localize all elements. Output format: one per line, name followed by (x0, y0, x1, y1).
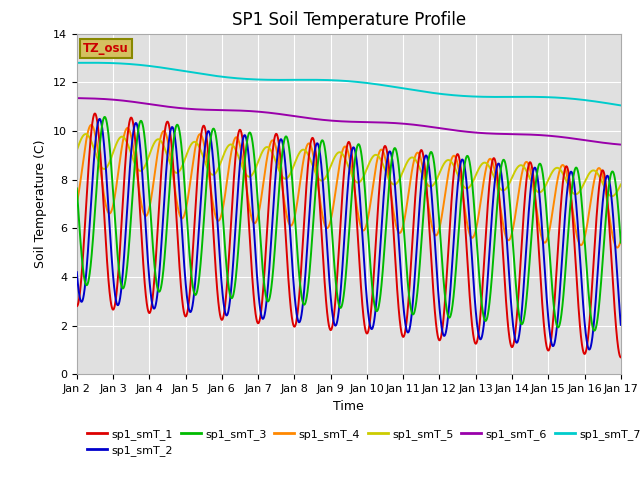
sp1_smT_6 (172, 105, 179, 110)
Line: sp1_smT_3: sp1_smT_3 (77, 117, 621, 331)
sp1_smT_6 (281, 112, 289, 118)
sp1_smT_7 (617, 103, 625, 108)
Y-axis label: Soil Temperature (C): Soil Temperature (C) (35, 140, 47, 268)
sp1_smT_3 (73, 186, 81, 192)
sp1_smT_4 (281, 202, 289, 207)
sp1_smT_1 (91, 111, 99, 117)
sp1_smT_5 (82, 131, 90, 137)
sp1_smT_5 (427, 183, 435, 189)
Line: sp1_smT_1: sp1_smT_1 (77, 114, 621, 357)
sp1_smT_2 (520, 276, 528, 282)
sp1_smT_5 (520, 164, 528, 170)
sp1_smT_2 (281, 156, 289, 161)
sp1_smT_4 (520, 162, 528, 168)
sp1_smT_6 (617, 142, 625, 147)
sp1_smT_3 (520, 315, 528, 321)
sp1_smT_5 (73, 147, 81, 153)
sp1_smT_7 (427, 90, 435, 96)
sp1_smT_5 (399, 168, 407, 174)
sp1_smT_4 (617, 238, 625, 243)
sp1_smT_4 (172, 192, 180, 198)
sp1_smT_3 (281, 135, 289, 141)
sp1_smT_1 (73, 303, 81, 309)
Line: sp1_smT_5: sp1_smT_5 (77, 134, 621, 196)
sp1_smT_7 (399, 85, 407, 91)
sp1_smT_2 (96, 116, 104, 122)
sp1_smT_1 (399, 334, 407, 340)
Line: sp1_smT_7: sp1_smT_7 (77, 63, 621, 106)
sp1_smT_3 (479, 309, 486, 315)
sp1_smT_6 (520, 132, 528, 137)
sp1_smT_2 (399, 300, 407, 306)
sp1_smT_2 (73, 269, 81, 275)
sp1_smT_3 (617, 240, 625, 245)
sp1_smT_2 (172, 141, 180, 147)
sp1_smT_2 (479, 329, 486, 335)
sp1_smT_6 (427, 124, 435, 130)
sp1_smT_3 (591, 328, 598, 334)
sp1_smT_4 (399, 223, 407, 228)
sp1_smT_3 (427, 149, 435, 155)
sp1_smT_4 (479, 184, 486, 190)
sp1_smT_3 (172, 125, 180, 131)
sp1_smT_5 (617, 181, 625, 187)
sp1_smT_3 (399, 217, 407, 223)
Line: sp1_smT_4: sp1_smT_4 (77, 125, 621, 248)
sp1_smT_3 (101, 114, 109, 120)
sp1_smT_1 (617, 354, 625, 360)
sp1_smT_7 (479, 94, 486, 100)
sp1_smT_1 (520, 204, 528, 210)
sp1_smT_1 (281, 218, 289, 224)
sp1_smT_5 (172, 170, 180, 176)
sp1_smT_2 (427, 180, 435, 186)
sp1_smT_6 (399, 121, 407, 127)
sp1_smT_7 (86, 60, 94, 66)
Line: sp1_smT_2: sp1_smT_2 (77, 119, 621, 349)
sp1_smT_7 (520, 94, 528, 100)
sp1_smT_2 (617, 322, 625, 328)
sp1_smT_7 (281, 77, 289, 83)
sp1_smT_4 (427, 217, 435, 223)
sp1_smT_7 (73, 60, 81, 66)
sp1_smT_6 (479, 130, 486, 136)
Text: TZ_osu: TZ_osu (83, 42, 129, 55)
Line: sp1_smT_6: sp1_smT_6 (77, 98, 621, 144)
sp1_smT_1 (427, 247, 435, 253)
sp1_smT_4 (73, 200, 81, 206)
sp1_smT_6 (73, 95, 81, 101)
Title: SP1 Soil Temperature Profile: SP1 Soil Temperature Profile (232, 11, 466, 29)
sp1_smT_1 (479, 279, 486, 285)
sp1_smT_4 (613, 245, 621, 251)
sp1_smT_4 (88, 122, 95, 128)
sp1_smT_5 (479, 160, 486, 166)
sp1_smT_5 (608, 193, 616, 199)
sp1_smT_7 (172, 67, 180, 72)
X-axis label: Time: Time (333, 400, 364, 413)
sp1_smT_1 (172, 203, 180, 208)
sp1_smT_5 (281, 176, 289, 181)
Legend: sp1_smT_1, sp1_smT_2, sp1_smT_3, sp1_smT_4, sp1_smT_5, sp1_smT_6, sp1_smT_7: sp1_smT_1, sp1_smT_2, sp1_smT_3, sp1_smT… (83, 424, 640, 460)
sp1_smT_2 (586, 347, 593, 352)
